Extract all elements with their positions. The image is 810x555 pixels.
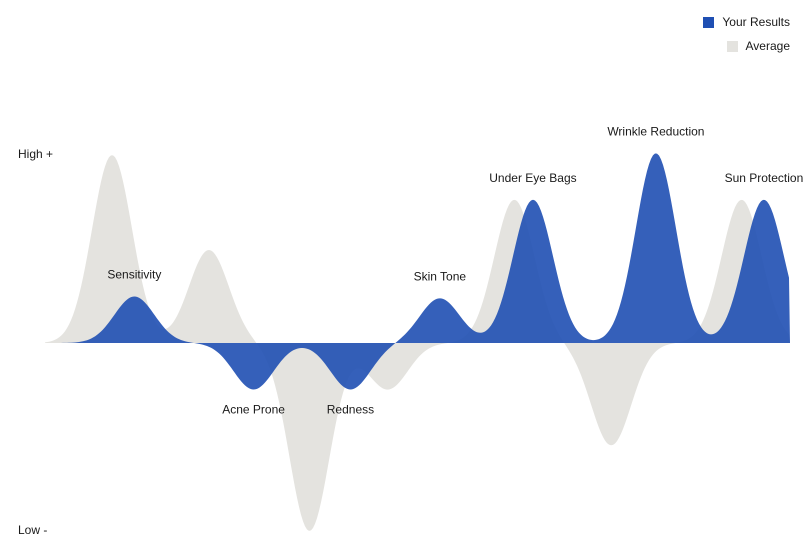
average-series xyxy=(45,155,790,531)
category-label: Under Eye Bags xyxy=(489,171,576,185)
category-label: Wrinkle Reduction xyxy=(607,124,704,138)
legend-item-average: Average xyxy=(650,34,790,58)
legend-swatch-average xyxy=(726,40,738,52)
category-label: Sensitivity xyxy=(107,268,161,282)
legend-item-your-results: Your Results xyxy=(650,10,790,34)
legend: Your Results Average xyxy=(650,10,790,58)
category-label: Redness xyxy=(327,403,374,417)
category-label: Acne Prone xyxy=(222,403,285,417)
legend-label-average: Average xyxy=(745,39,790,53)
legend-label-your-results: Your Results xyxy=(722,15,790,29)
average-area xyxy=(45,155,790,531)
category-label: Skin Tone xyxy=(414,269,467,283)
y-axis-low-label: Low - xyxy=(18,523,47,537)
your-results-series xyxy=(45,153,790,390)
y-axis-high-label: High + xyxy=(18,147,53,161)
category-labels: Sensitivity Acne Prone Redness Skin Tone Und… xyxy=(107,124,803,416)
your-results-area xyxy=(45,153,790,390)
category-label: Sun Protection xyxy=(725,171,804,185)
legend-swatch-your-results xyxy=(703,16,715,28)
